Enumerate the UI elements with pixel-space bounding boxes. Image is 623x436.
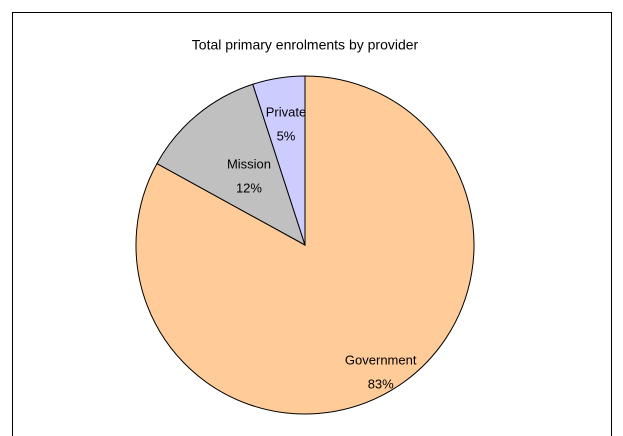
pie-slice bbox=[156, 83, 306, 247]
slice-value-label: 5% bbox=[277, 128, 296, 143]
pie-slice bbox=[252, 75, 306, 246]
pie-slice bbox=[135, 75, 475, 415]
chart-title: Total primary enrolments by provider bbox=[192, 37, 419, 53]
slice-value-label: 83% bbox=[368, 376, 394, 391]
slice-label: Government bbox=[345, 352, 417, 367]
slice-value-label: 12% bbox=[236, 181, 262, 196]
slice-label: Private bbox=[266, 104, 306, 119]
slice-label: Mission bbox=[227, 157, 271, 172]
